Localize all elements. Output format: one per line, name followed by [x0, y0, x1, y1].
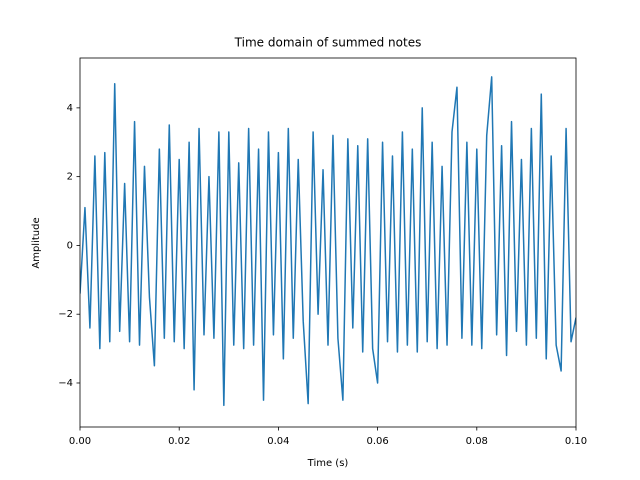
y-tick-label: 2	[67, 172, 73, 183]
y-tick-label: −2	[58, 309, 73, 320]
y-tick-label: 0	[67, 240, 73, 251]
x-tick-label: 0.08	[466, 436, 488, 447]
signal-line	[80, 76, 576, 407]
x-tick-label: 0.06	[366, 436, 388, 447]
y-axis-label: Amplitude	[31, 217, 42, 268]
chart-title: Time domain of summed notes	[234, 36, 422, 50]
x-tick-label: 0.00	[69, 436, 91, 447]
x-tick-label: 0.02	[168, 436, 190, 447]
plot-frame	[79, 57, 577, 428]
y-tick-label: 4	[67, 103, 73, 114]
x-tick-label: 0.04	[267, 436, 289, 447]
y-tick-label: −4	[58, 378, 73, 389]
x-axis-label: Time (s)	[307, 458, 349, 469]
x-tick-label: 0.10	[565, 436, 587, 447]
